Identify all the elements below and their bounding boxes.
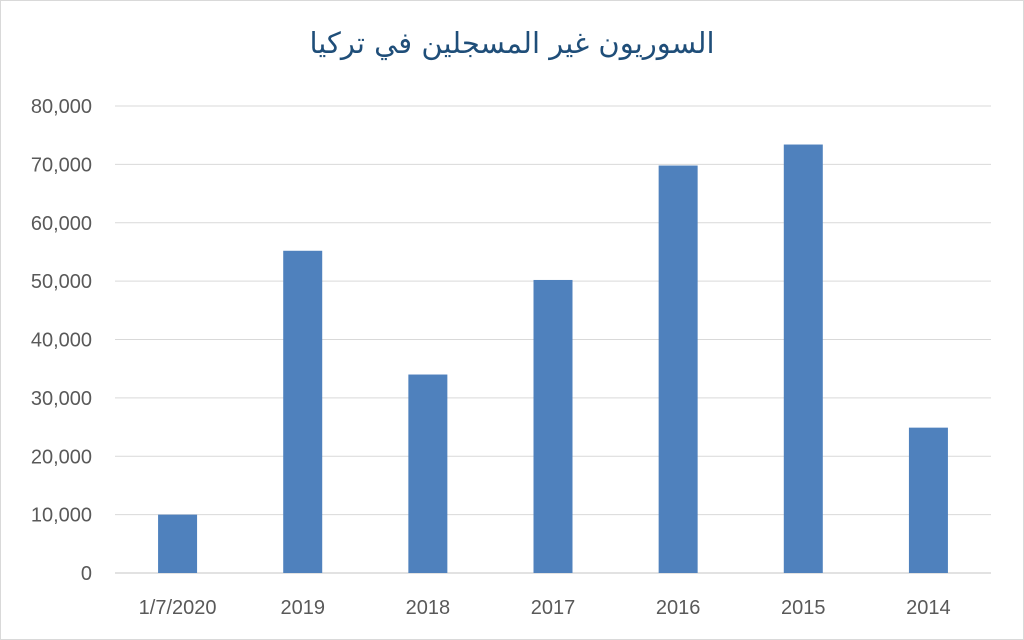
y-tick-label: 40,000 <box>31 330 92 352</box>
bar <box>658 165 698 574</box>
y-tick-label: 50,000 <box>31 271 92 293</box>
bar <box>408 374 448 573</box>
y-tick-label: 10,000 <box>31 505 92 527</box>
x-tick-label: 2015 <box>781 597 826 619</box>
y-tick-label: 80,000 <box>31 96 92 118</box>
bar <box>283 250 323 573</box>
bar <box>908 427 948 573</box>
x-tick-label: 2018 <box>406 597 451 619</box>
x-tick-label: 2019 <box>280 597 325 619</box>
bar <box>158 514 198 573</box>
y-tick-label: 60,000 <box>31 213 92 235</box>
y-tick-label: 0 <box>81 563 92 585</box>
bars <box>158 144 948 574</box>
x-tick-label: 2014 <box>906 597 951 619</box>
x-tick-label: 2016 <box>656 597 701 619</box>
y-tick-label: 30,000 <box>31 388 92 410</box>
x-tick-label: 1/7/2020 <box>139 597 217 619</box>
x-axis-ticks: 1/7/2020 2019 2018 2017 2016 2015 2014 <box>139 597 951 619</box>
x-tick-label: 2017 <box>531 597 576 619</box>
y-tick-label: 20,000 <box>31 446 92 468</box>
bar <box>533 279 573 573</box>
bar <box>783 144 823 573</box>
y-axis-ticks: 0 10,000 20,000 30,000 40,000 50,000 60,000 70,… <box>31 96 92 585</box>
y-tick-label: 70,000 <box>31 154 92 176</box>
chart-title: السوريون غير المسجلين في تركيا <box>309 26 715 60</box>
